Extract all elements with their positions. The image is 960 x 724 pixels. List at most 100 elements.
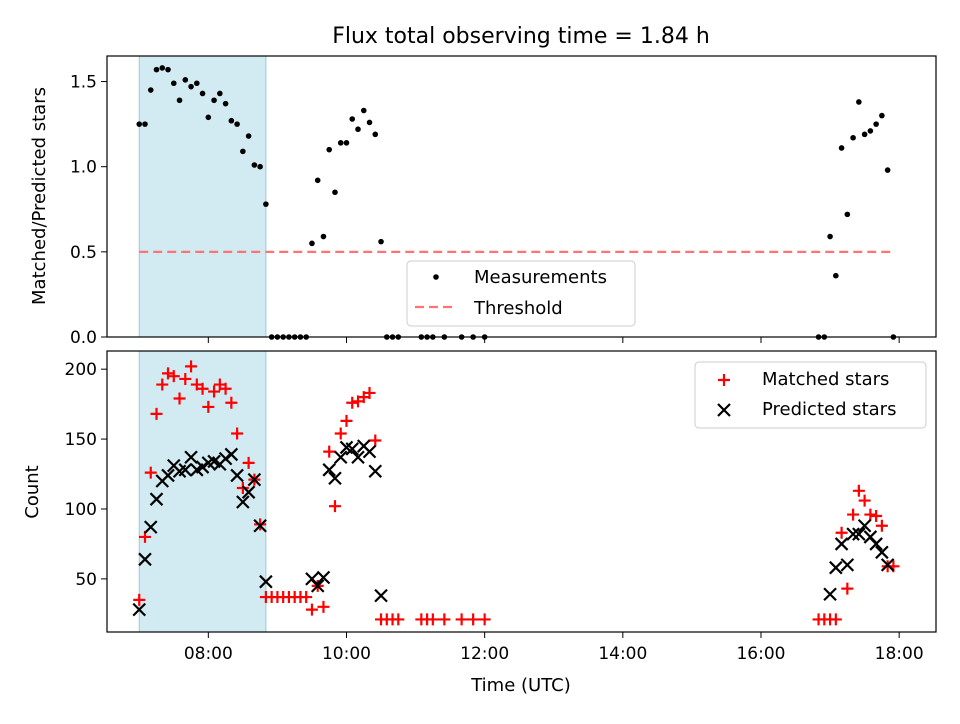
data-point [717,403,731,417]
data-point [230,468,244,483]
data-point [864,508,877,521]
data-point [241,485,256,499]
data-point [835,526,848,539]
data-point [162,367,175,380]
data-point [345,442,360,456]
legend-label-threshold: Threshold [473,298,563,319]
data-point [208,385,221,398]
data-point [334,427,347,440]
data-point [143,520,158,534]
chart-title: Flux total observing time = 1.84 h [332,24,710,49]
data-point [840,558,855,572]
data-point [317,600,330,613]
data-point [438,613,451,626]
data-point [333,450,348,465]
data-point [392,613,405,626]
data-point [343,140,350,146]
data-point [378,238,384,245]
x-tick-label: 18:00 [875,644,924,664]
data-point [156,378,169,391]
data-point [351,450,365,465]
data-point [360,107,367,114]
data-point [823,587,837,602]
bottom-y-axis-label: Count [22,465,43,518]
y-tick-label: 0.0 [70,328,97,348]
y-tick-label: 1.0 [70,158,97,178]
data-point [225,396,238,409]
data-point [362,444,377,459]
y-tick-label: 150 [65,430,97,450]
data-point [323,445,336,458]
data-point [834,537,849,551]
data-point [305,603,318,616]
data-point [847,508,860,521]
data-point [841,582,854,595]
data-point [165,66,171,73]
data-point [167,370,180,383]
data-point [202,400,215,413]
data-point [309,240,315,247]
legend-label-matched: Matched stars [762,369,889,390]
data-point [231,427,244,440]
data-point [300,591,313,604]
data-point [363,386,376,399]
data-point [314,177,321,184]
data-point [136,121,143,127]
data-point [478,613,491,626]
data-point [228,117,235,124]
data-point [846,527,860,541]
data-point [138,552,152,567]
data-point [349,116,356,122]
data-point [176,97,183,104]
legend-marker-measurements [433,274,439,280]
data-point [188,83,194,90]
data-point [829,613,842,626]
data-point [159,65,166,71]
data-point [211,97,217,104]
x-axis-label: Time (UTC) [470,675,571,696]
data-point [875,545,889,560]
data-point [426,613,439,626]
data-point [224,447,239,462]
data-point [857,518,872,533]
data-point [253,518,267,533]
data-point [182,77,189,83]
data-point [328,471,342,485]
data-point [869,537,883,551]
data-point [310,579,325,593]
legend-label-measurements: Measurements [474,267,607,288]
data-point [199,90,206,97]
data-point [340,414,353,427]
data-point [195,460,210,474]
bottom-axes-frame [106,350,937,633]
data-point [219,382,232,395]
data-point [833,272,839,279]
data-point [326,146,333,153]
data-point [149,492,164,506]
y-tick-label: 200 [65,360,97,380]
data-point [316,570,331,585]
data-point [873,121,879,127]
data-point [247,472,262,487]
data-point [153,66,160,73]
data-point [218,451,233,466]
data-point [870,509,883,522]
data-point [161,468,175,483]
observing-window-span [138,55,267,338]
legend-box [406,260,636,327]
data-point [861,131,868,138]
data-point [467,613,480,626]
data-point [858,494,871,507]
data-point [368,464,383,479]
x-tick-label: 14:00 [598,644,647,664]
data-point [328,500,341,513]
data-point [178,463,193,477]
data-point [852,484,865,497]
data-point [838,145,845,151]
y-tick-label: 1.5 [70,73,97,93]
legend-label-predicted: Predicted stars [762,399,896,420]
data-point [374,588,388,603]
y-tick-label: 50 [75,570,97,590]
top-legend: Measurements Threshold [406,260,636,327]
